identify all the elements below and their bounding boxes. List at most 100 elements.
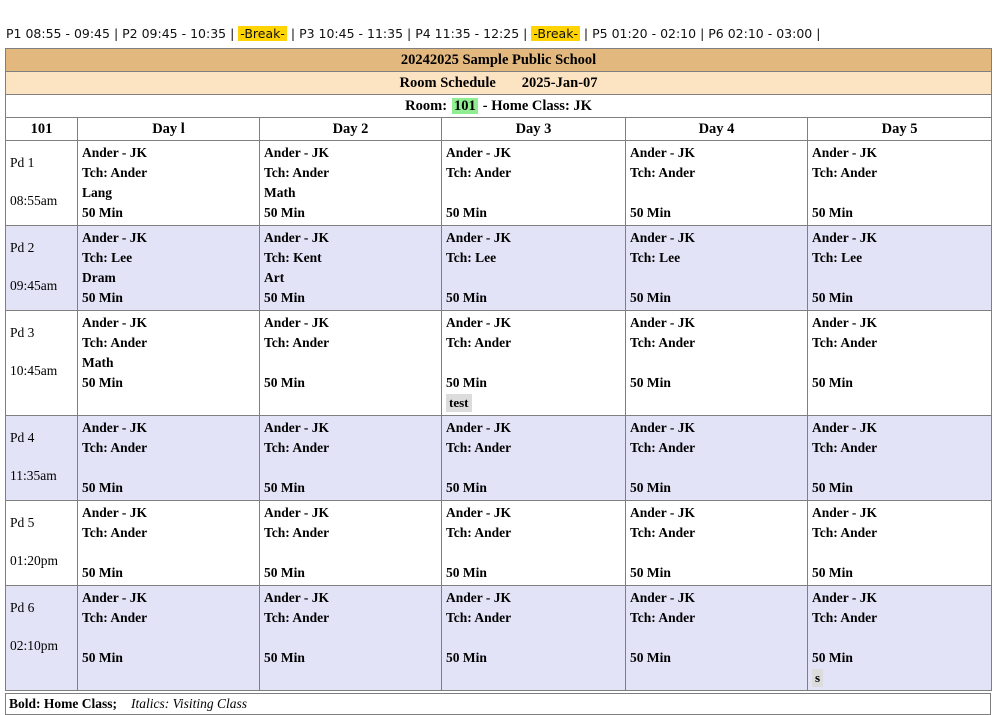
class-name: Ander - JK [446,230,512,245]
schedule-cell: Ander - JK Tch: Ander 50 Min [806,140,993,226]
class-name: Ander - JK [264,145,330,160]
teacher-name: Tch: Ander [630,525,696,540]
teacher-name: Tch: Ander [82,440,148,455]
duration-label: 50 Min [630,565,671,580]
schedule-cell: Ander - JK Tch: Ander 50 Min [259,500,442,586]
class-name: Ander - JK [264,420,330,435]
duration-label: 50 Min [446,565,487,580]
duration-label: 50 Min [812,565,853,580]
period-segment: P5 01:20 - 02:10 [592,26,697,41]
subject-name [264,353,437,373]
day-header: Day 5 [806,117,993,141]
duration-label: 50 Min [630,480,671,495]
duration-label: 50 Min [264,375,305,390]
schedule-cell: Ander - JK Tch: Ander Math 50 Min [77,310,260,416]
teacher-name: Tch: Ander [446,335,512,350]
periods-bar: P1 08:55 - 09:45 | P2 09:45 - 10:35 | -B… [6,26,821,41]
teacher-name: Tch: Ander [630,610,696,625]
subject-name [812,628,987,648]
duration-label: 50 Min [812,290,853,305]
period-segment: P6 02:10 - 03:00 [708,26,813,41]
teacher-name: Tch: Ander [82,165,148,180]
legend-footer: Bold: Home Class; Italics: Visiting Class [5,693,991,715]
teacher-name: Tch: Ander [82,610,148,625]
duration-label: 50 Min [82,290,123,305]
teacher-name: Tch: Ander [630,165,696,180]
class-name: Ander - JK [812,505,878,520]
schedule-cell: Ander - JK Tch: Lee 50 Min [441,225,626,311]
class-name: Ander - JK [812,420,878,435]
time-label: 08:55am [10,193,58,208]
subject-name: Dram [82,270,116,285]
duration-label: 50 Min [82,565,123,580]
day-header: Day 4 [625,117,808,141]
subject-name: Lang [82,185,113,200]
duration-label: 50 Min [812,205,853,220]
schedule-cell: Ander - JK Tch: Ander 50 Min s [806,585,993,691]
duration-label: 50 Min [630,290,671,305]
class-name: Ander - JK [630,420,696,435]
duration-label: 50 Min [264,650,305,665]
schedule-cell: Ander - JK Tch: Lee 50 Min [625,225,808,311]
schedule-cell: Ander - JK Tch: Lee 50 Min [806,225,993,311]
schedule-row: Pd 3 10:45am Ander - JK Tch: Ander Math 50 Mi… [5,310,993,416]
duration-label: 50 Min [446,375,487,390]
duration-label: 50 Min [264,480,305,495]
schedule-subtitle-row: Room Schedule 2025-Jan-07 [4,71,993,95]
subject-name [630,353,803,373]
subject-name [812,268,987,288]
duration-label: 50 Min [82,375,123,390]
class-name: Ander - JK [82,590,148,605]
teacher-name: Tch: Ander [82,335,148,350]
teacher-name: Tch: Lee [82,250,133,265]
schedule-row: Pd 4 11:35am Ander - JK Tch: Ander 50 Min And… [5,415,993,501]
class-name: Ander - JK [264,315,330,330]
subject-name [446,458,621,478]
subject-name [264,628,437,648]
subject-name [82,628,255,648]
class-name: Ander - JK [630,145,696,160]
period-segment: P2 09:45 - 10:35 [122,26,227,41]
schedule-label: Room Schedule [399,74,496,91]
subject-name [82,543,255,563]
class-name: Ander - JK [82,505,148,520]
schedule-row: Pd 5 01:20pm Ander - JK Tch: Ander 50 Min And… [5,500,993,586]
school-title-row: 20242025 Sample Public School [4,48,993,72]
period-segment: P4 11:35 - 12:25 [415,26,520,41]
class-name: Ander - JK [264,590,330,605]
schedule-cell: Ander - JK Tch: Ander 50 Min [806,500,993,586]
subject-name [812,183,987,203]
teacher-name: Tch: Ander [812,525,878,540]
schedule-row: Pd 2 09:45am Ander - JK Tch: Lee Dram 50 Min A… [5,225,993,311]
teacher-name: Tch: Ander [630,440,696,455]
duration-label: 50 Min [264,290,305,305]
schedule-cell: Ander - JK Tch: Ander 50 Min [441,140,626,226]
schedule-cell: Ander - JK Tch: Ander 50 Min [77,415,260,501]
subject-name [264,458,437,478]
schedule-row: Pd 6 02:10pm Ander - JK Tch: Ander 50 Min And… [5,585,993,691]
period-cell: Pd 4 11:35am [5,415,78,501]
class-name: Ander - JK [812,230,878,245]
schedule-cell: Ander - JK Tch: Ander 50 Min [441,415,626,501]
schedule-cell: Ander - JK Tch: Ander 50 Min [625,500,808,586]
room-suffix: - Home Class: JK [482,97,592,114]
teacher-name: Tch: Ander [630,335,696,350]
class-name: Ander - JK [446,420,512,435]
class-name: Ander - JK [812,315,878,330]
note-line: test [446,393,621,413]
period-label: Pd 2 [10,240,35,255]
duration-label: 50 Min [630,650,671,665]
schedule-cell: Ander - JK Tch: Ander 50 Min [625,310,808,416]
subject-name [446,628,621,648]
break-segment: -Break- [531,26,580,41]
period-cell: Pd 5 01:20pm [5,500,78,586]
subject-name [812,458,987,478]
teacher-name: Tch: Ander [446,525,512,540]
duration-label: 50 Min [812,650,853,665]
duration-label: 50 Min [82,650,123,665]
subject-name: Math [82,355,114,370]
schedule-table: 20242025 Sample Public School Room Sched… [4,48,993,691]
schedule-cell: Ander - JK Tch: Ander 50 Min test [441,310,626,416]
schedule-cell: Ander - JK Tch: Ander 50 Min [77,585,260,691]
period-label: Pd 1 [10,155,35,170]
